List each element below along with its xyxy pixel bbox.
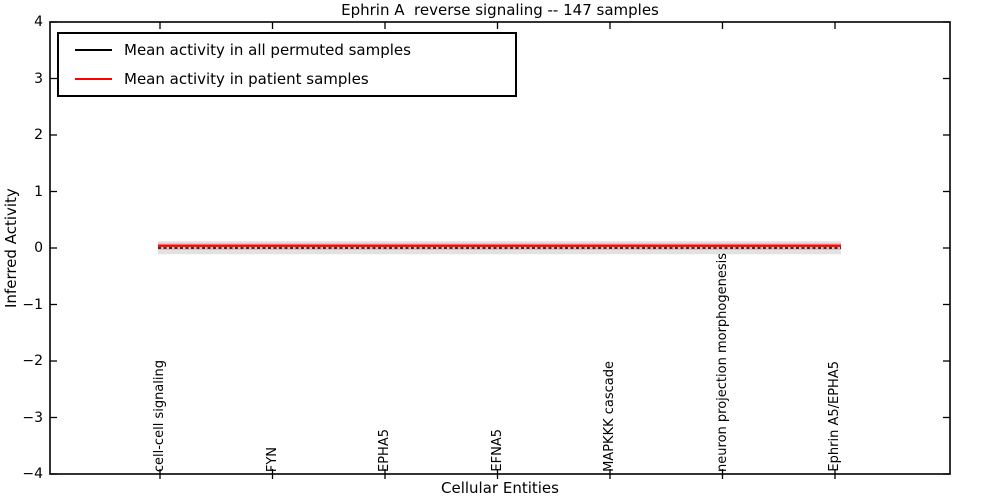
- x-axis-label: Cellular Entities: [441, 479, 559, 497]
- y-tick-label: 2: [34, 127, 43, 143]
- legend-entry-patient: Mean activity in patient samples: [59, 68, 515, 90]
- y-tick-label: 4: [34, 14, 43, 30]
- y-tick-label: −1: [22, 296, 43, 313]
- y-tick-label: −4: [22, 466, 43, 482]
- y-tick-label: −3: [22, 409, 43, 426]
- legend: Mean activity in all permuted samples Me…: [57, 32, 517, 97]
- legend-label: Mean activity in all permuted samples: [124, 41, 411, 59]
- chart-title: Ephrin A reverse signaling -- 147 sample…: [341, 1, 659, 19]
- y-tick-label: 1: [34, 183, 43, 200]
- red-line-sample-icon: [75, 78, 112, 80]
- y-tick-label: −2: [22, 353, 43, 369]
- legend-label: Mean activity in patient samples: [124, 70, 369, 88]
- y-tick-label: 0: [34, 240, 43, 256]
- black-line-sample-icon: [75, 49, 112, 51]
- legend-entry-permuted: Mean activity in all permuted samples: [59, 39, 515, 61]
- y-tick-label: 3: [34, 70, 43, 87]
